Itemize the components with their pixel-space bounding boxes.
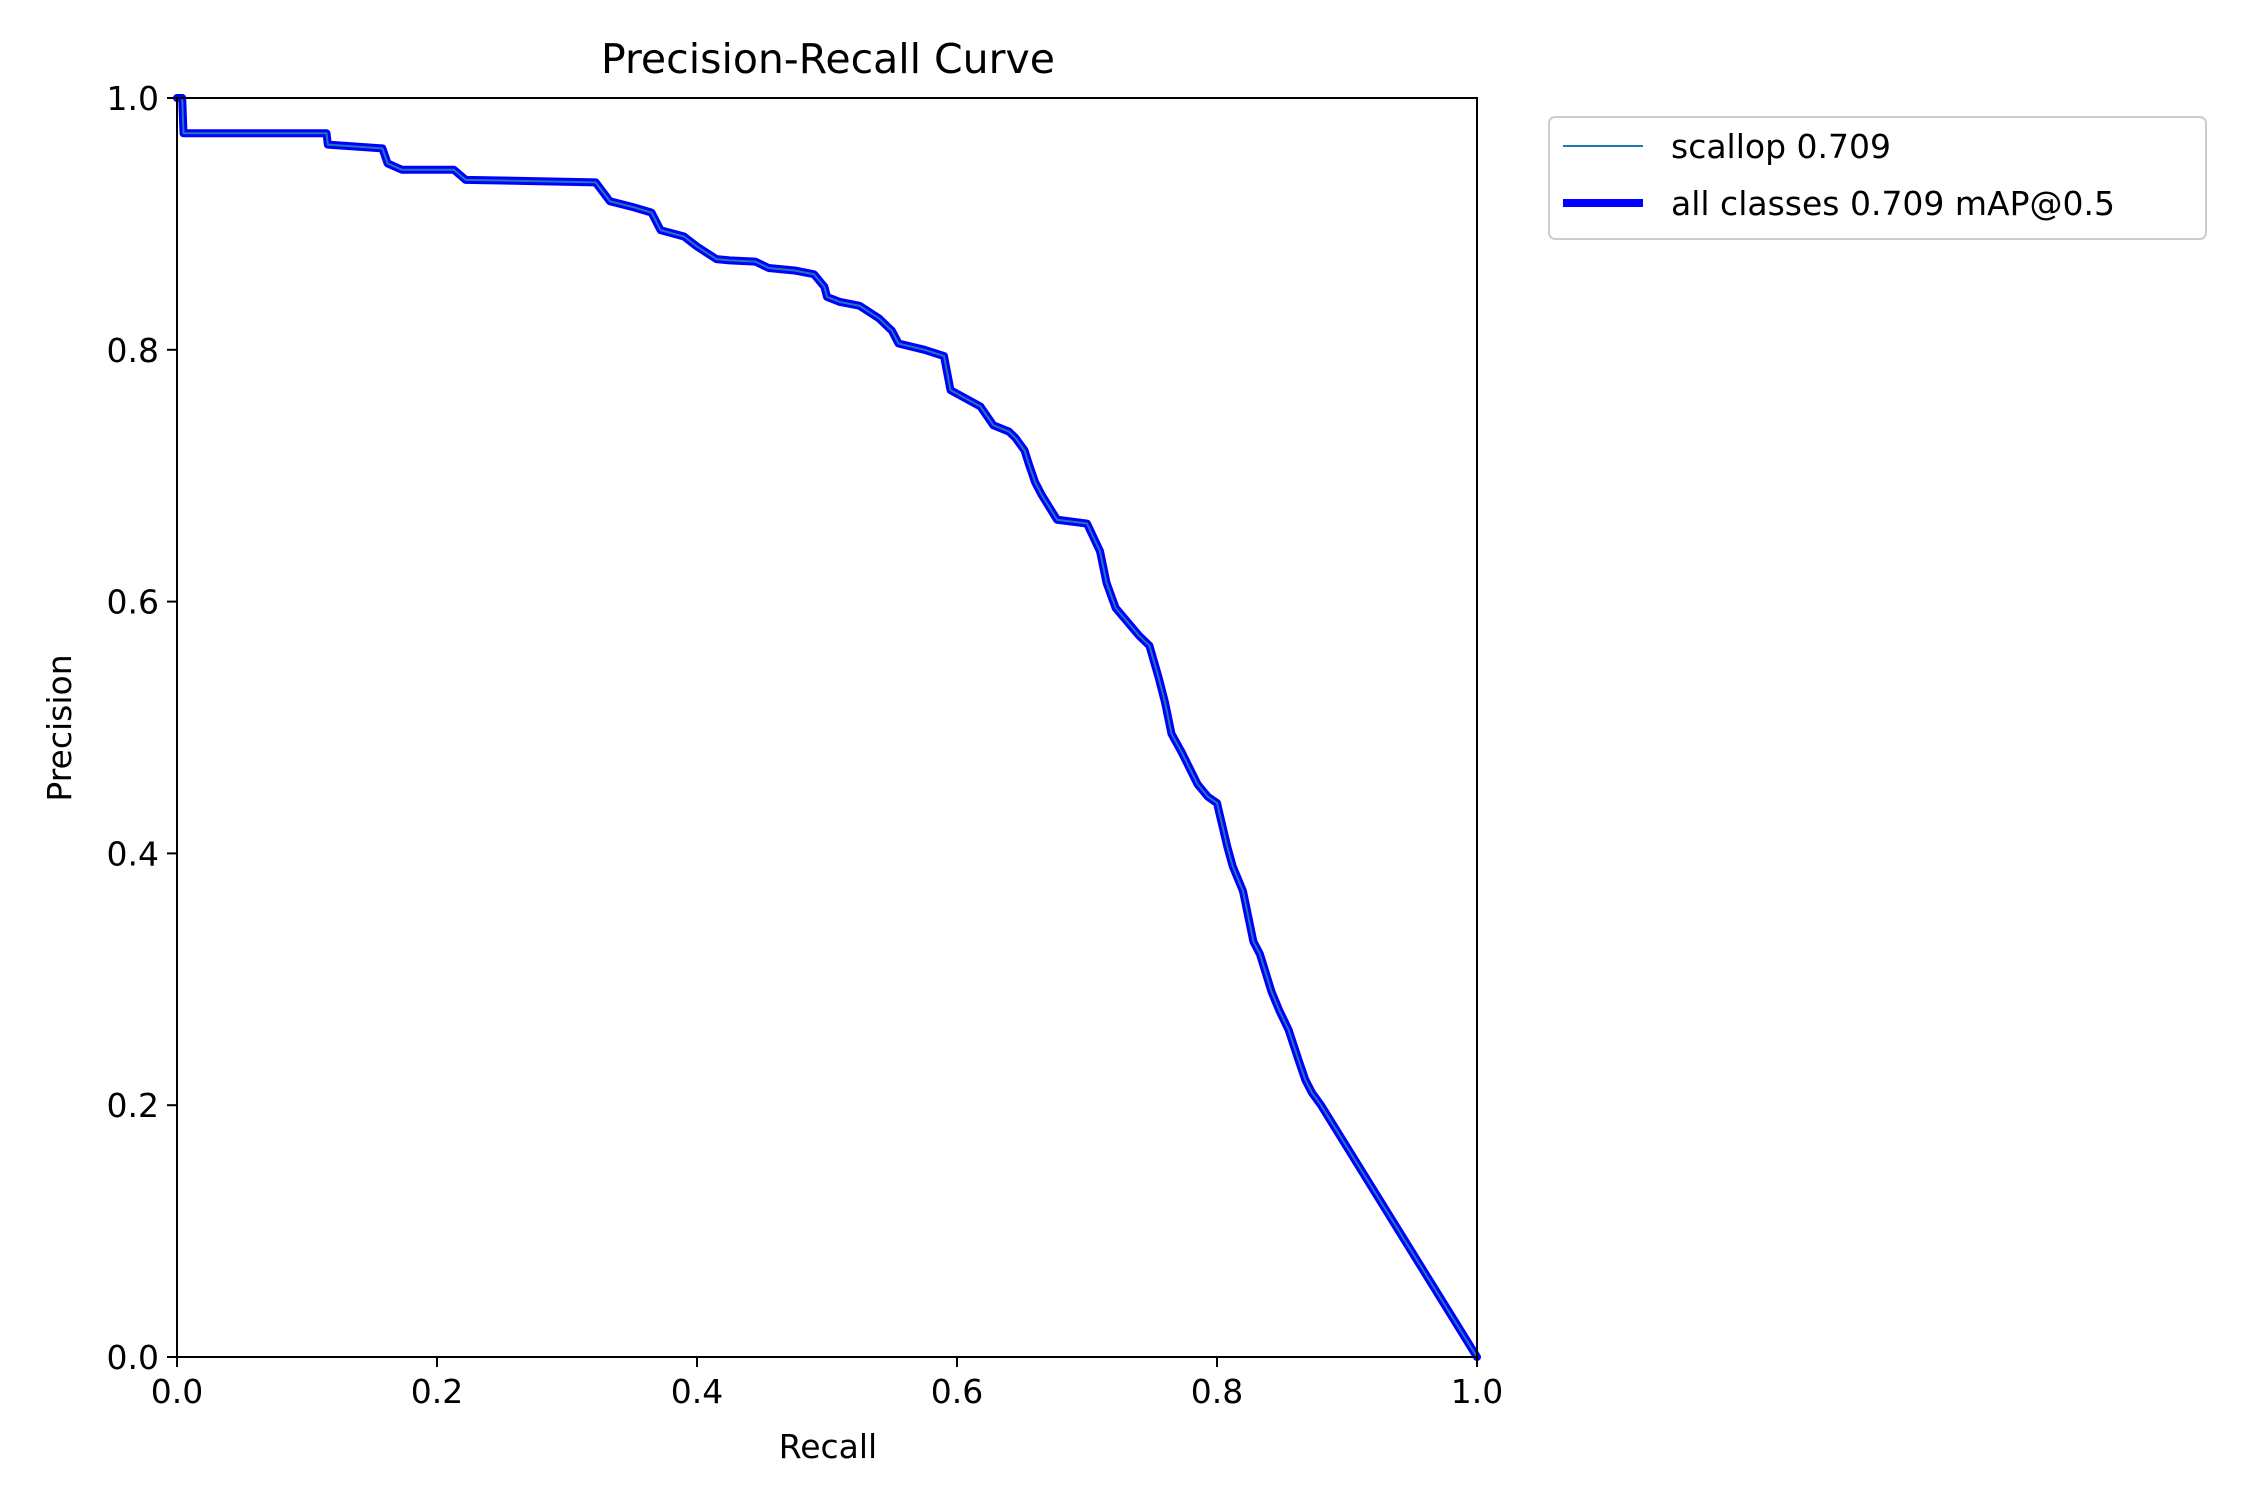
legend-label-all-classes: all classes 0.709 mAP@0.5 bbox=[1671, 184, 2115, 223]
x-tick-label: 0.6 bbox=[931, 1372, 983, 1411]
x-tick-label: 0.0 bbox=[151, 1372, 203, 1411]
y-tick-label: 0.2 bbox=[107, 1086, 159, 1125]
y-axis-label: Precision bbox=[40, 654, 79, 801]
legend-box bbox=[1548, 116, 2207, 240]
x-tick-label: 0.4 bbox=[671, 1372, 723, 1411]
y-tick-label: 1.0 bbox=[107, 79, 159, 118]
legend-label-scallop: scallop 0.709 bbox=[1671, 127, 1891, 166]
chart-title: Precision-Recall Curve bbox=[601, 35, 1055, 83]
y-axis-ticks: 0.0 0.2 0.4 0.6 0.8 1.0 bbox=[107, 79, 177, 1377]
series-layer bbox=[173, 94, 1481, 1361]
x-tick-label: 0.2 bbox=[411, 1372, 463, 1411]
x-tick-label: 1.0 bbox=[1451, 1372, 1503, 1411]
y-tick-label: 0.4 bbox=[107, 834, 159, 873]
y-tick-label: 0.8 bbox=[107, 331, 159, 370]
y-tick-label: 0.0 bbox=[107, 1338, 159, 1377]
x-axis-label: Recall bbox=[779, 1427, 877, 1466]
series-line-0 bbox=[176, 97, 1478, 1358]
x-axis-ticks: 0.0 0.2 0.4 0.6 0.8 1.0 bbox=[151, 1357, 1503, 1411]
y-tick-label: 0.6 bbox=[107, 583, 159, 622]
plot-frame bbox=[176, 97, 1478, 1358]
legend: scallop 0.709 all classes 0.709 mAP@0.5 bbox=[1548, 116, 2207, 240]
x-tick-label: 0.8 bbox=[1191, 1372, 1243, 1411]
